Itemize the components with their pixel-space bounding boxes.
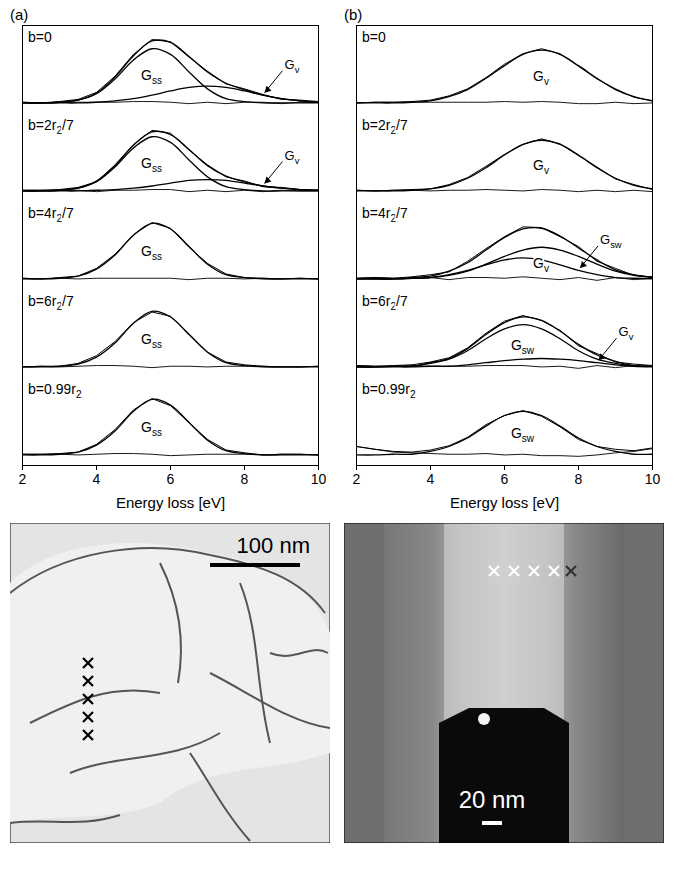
svg-text:b=0.99r2: b=0.99r2 bbox=[28, 381, 82, 400]
svg-text:Gss: Gss bbox=[141, 243, 162, 262]
svg-text:Gv: Gv bbox=[533, 255, 549, 274]
svg-text:Gsw: Gsw bbox=[511, 337, 535, 356]
svg-text:6: 6 bbox=[501, 471, 509, 487]
svg-text:Gss: Gss bbox=[141, 419, 162, 438]
svg-text:8: 8 bbox=[241, 471, 249, 487]
svg-text:Gv: Gv bbox=[533, 157, 549, 176]
svg-text:b=2r2/7: b=2r2/7 bbox=[362, 117, 408, 136]
svg-text:b=6r2/7: b=6r2/7 bbox=[362, 293, 408, 312]
svg-text:b=0: b=0 bbox=[362, 29, 386, 45]
svg-text:2: 2 bbox=[353, 471, 361, 487]
svg-text:10: 10 bbox=[311, 471, 327, 487]
svg-text:b=4r2/7: b=4r2/7 bbox=[28, 205, 74, 224]
svg-text:100 nm: 100 nm bbox=[237, 533, 310, 558]
svg-text:Gss: Gss bbox=[141, 67, 162, 86]
svg-text:b=0: b=0 bbox=[28, 29, 52, 45]
svg-text:Gss: Gss bbox=[141, 155, 162, 174]
svg-text:4: 4 bbox=[93, 471, 101, 487]
svg-text:b=6r2/7: b=6r2/7 bbox=[28, 293, 74, 312]
svg-text:b=0.99r2: b=0.99r2 bbox=[362, 381, 416, 400]
svg-text:Gv: Gv bbox=[533, 68, 549, 87]
svg-text:6: 6 bbox=[167, 471, 175, 487]
svg-text:Energy loss [eV]: Energy loss [eV] bbox=[450, 494, 559, 511]
svg-text:Gss: Gss bbox=[141, 331, 162, 350]
svg-text:Gv: Gv bbox=[285, 148, 300, 166]
svg-text:b=4r2/7: b=4r2/7 bbox=[362, 205, 408, 224]
svg-text:4: 4 bbox=[427, 471, 435, 487]
svg-text:8: 8 bbox=[575, 471, 583, 487]
html-text:(a): (a) bbox=[10, 6, 29, 23]
svg-text:Gsw: Gsw bbox=[511, 425, 535, 444]
svg-text:Gsw: Gsw bbox=[600, 232, 622, 250]
svg-text:10: 10 bbox=[645, 471, 661, 487]
svg-text:2: 2 bbox=[19, 471, 27, 487]
html-text:(b): (b) bbox=[344, 6, 363, 23]
svg-text:20 nm: 20 nm bbox=[459, 786, 526, 813]
svg-text:Energy loss [eV]: Energy loss [eV] bbox=[116, 494, 225, 511]
svg-text:Gv: Gv bbox=[619, 324, 634, 342]
svg-text:Gv: Gv bbox=[285, 57, 300, 75]
svg-text:b=2r2/7: b=2r2/7 bbox=[28, 117, 74, 136]
